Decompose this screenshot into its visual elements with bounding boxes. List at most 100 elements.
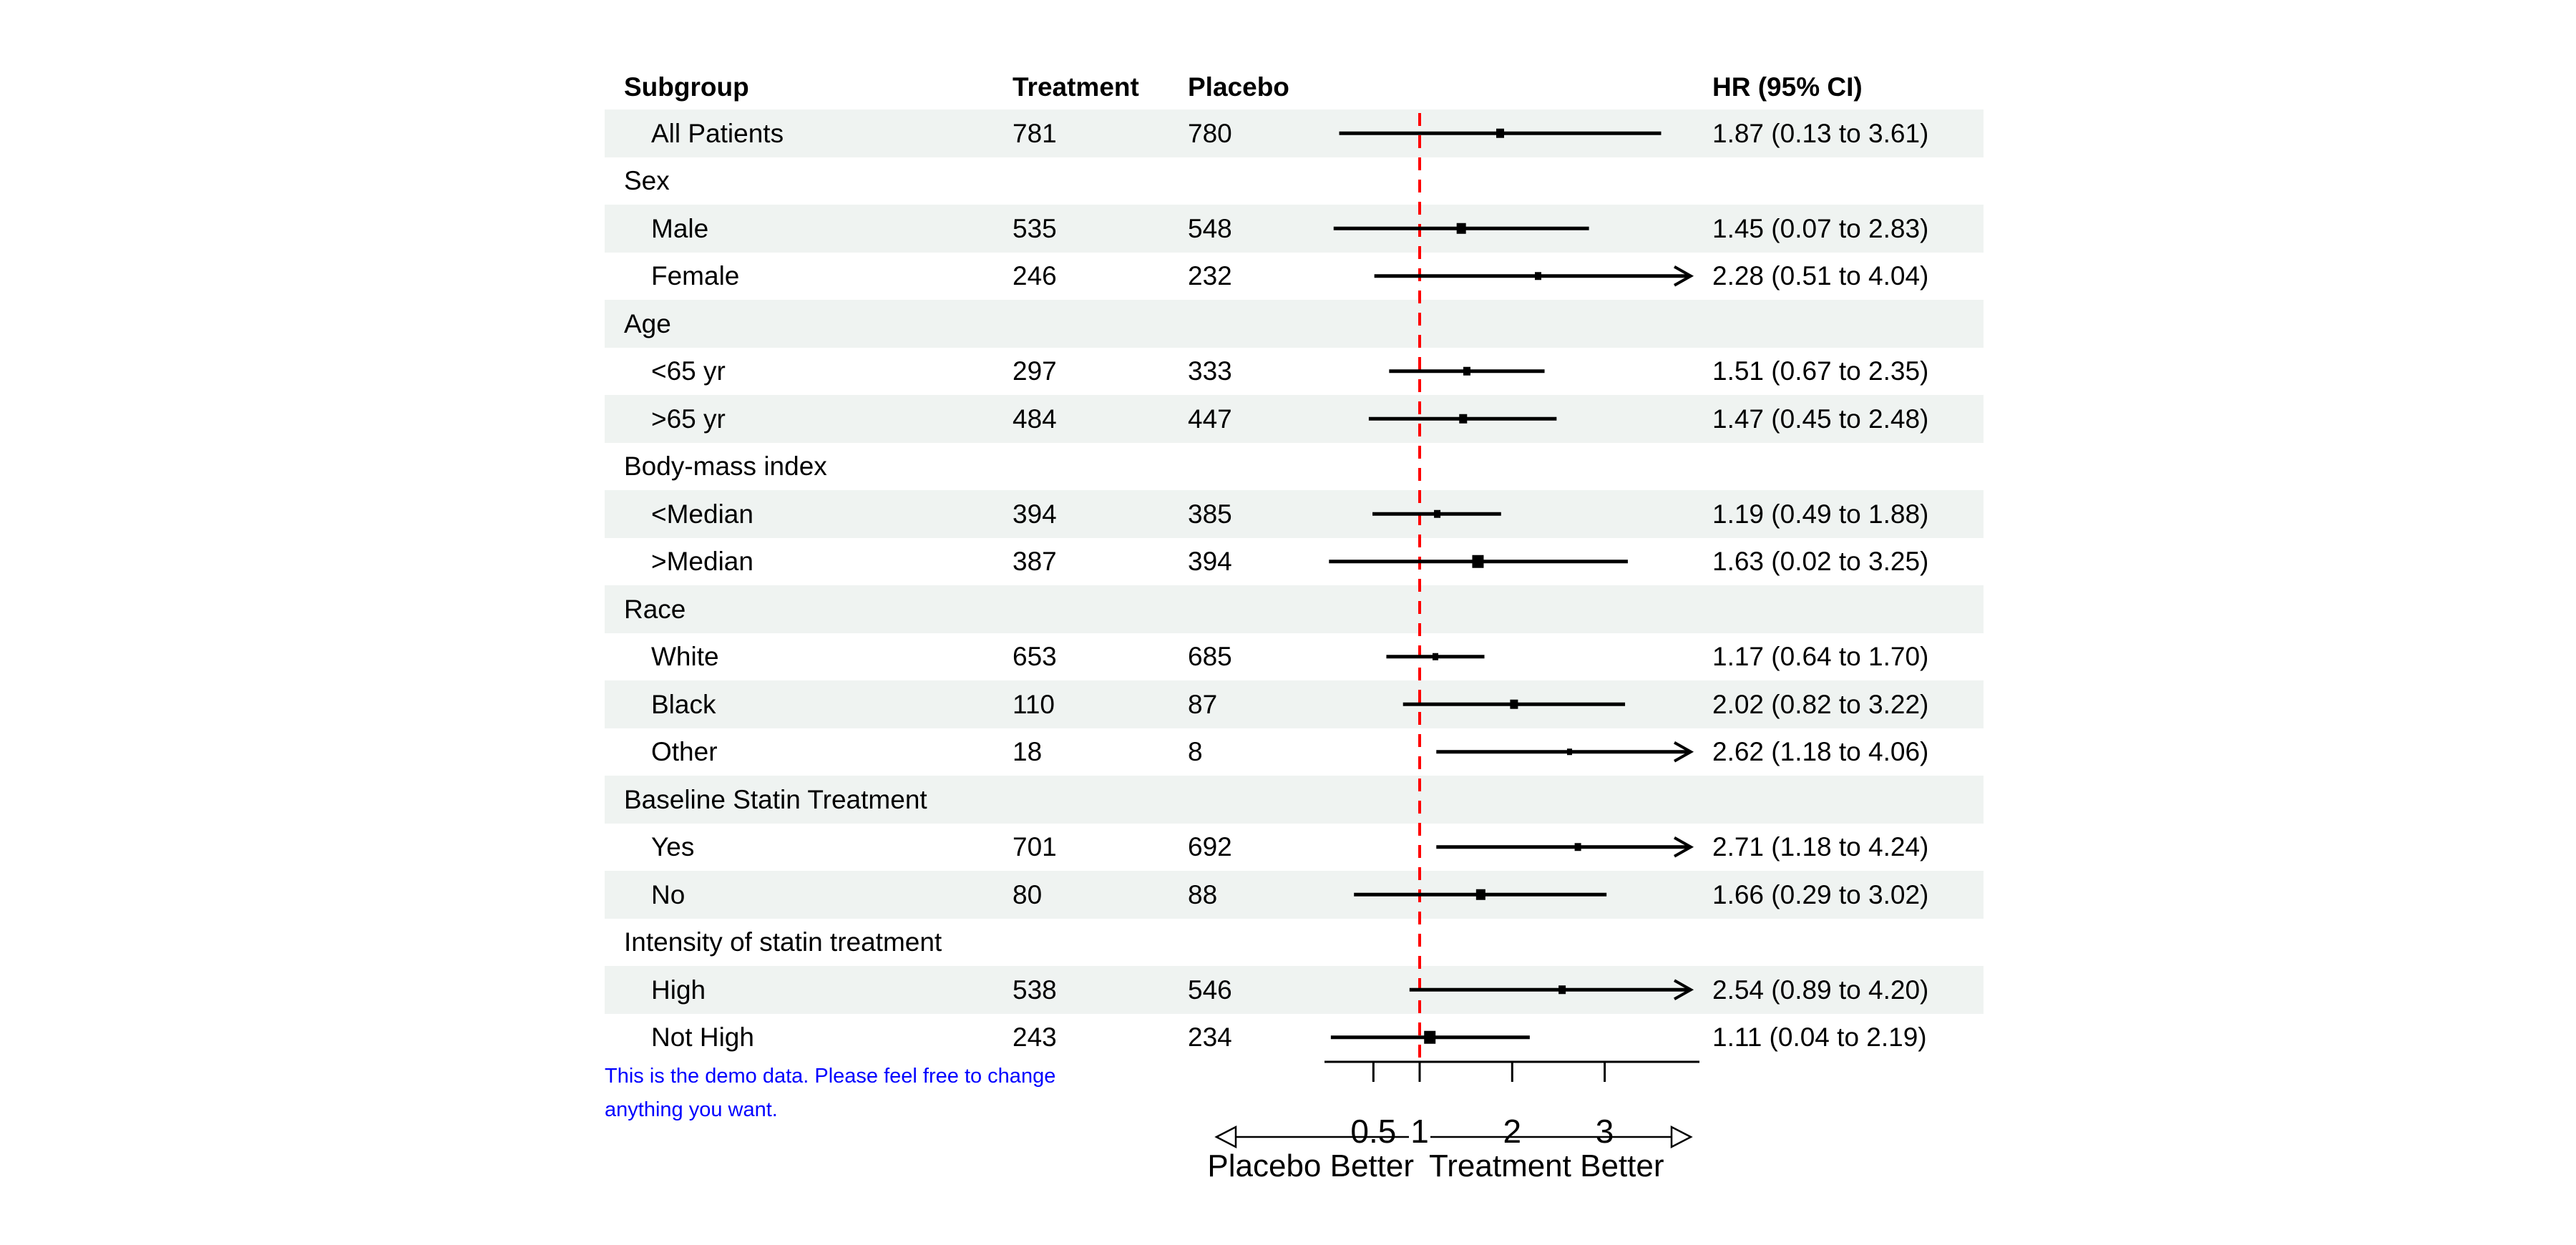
table-row: Body-mass index (605, 443, 1984, 491)
table-row: Race (605, 585, 1984, 633)
axis-tick-label: 1 (1410, 1113, 1429, 1150)
axis-tick-label: 2 (1503, 1113, 1522, 1150)
treatment-n: 538 (1013, 975, 1057, 1005)
table-row: Baseline Statin Treatment (605, 776, 1984, 824)
subgroup-label: >65 yr (651, 404, 726, 434)
hr-ci-text: 1.45 (0.07 to 2.83) (1712, 213, 1929, 243)
treatment-n: 80 (1013, 879, 1043, 909)
table-header-row: Subgroup Treatment Placebo HR (95% CI) (605, 64, 1984, 109)
placebo-n: 88 (1188, 879, 1218, 909)
treatment-n: 484 (1013, 404, 1057, 434)
demo-note: This is the demo data. Please feel free … (605, 1060, 1055, 1127)
subgroup-label: Baseline Statin Treatment (624, 784, 927, 814)
treatment-n: 297 (1013, 356, 1057, 386)
table-row: All Patients 781 780 1.87 (0.13 to 3.61) (605, 109, 1984, 157)
subgroup-label: Yes (651, 832, 695, 862)
col-header-subgroup: Subgroup (624, 72, 749, 102)
direction-arrow-right-head (1670, 1125, 1693, 1149)
table-body: All Patients 781 780 1.87 (0.13 to 3.61)… (605, 109, 1984, 1061)
treatment-n: 18 (1013, 737, 1043, 767)
col-header-hr-ci: HR (95% CI) (1712, 72, 1863, 102)
table-row: Age (605, 300, 1984, 348)
placebo-n: 333 (1188, 356, 1232, 386)
treatment-n: 701 (1013, 832, 1057, 862)
hr-ci-text: 1.51 (0.67 to 2.35) (1712, 356, 1929, 386)
axis-tick-label: 0.5 (1350, 1113, 1396, 1150)
hr-ci-text: 2.62 (1.18 to 4.06) (1712, 737, 1929, 767)
table-row: No 80 88 1.66 (0.29 to 3.02) (605, 871, 1984, 919)
direction-arrow-left-head (1214, 1125, 1237, 1149)
placebo-n: 234 (1188, 1022, 1232, 1053)
treatment-n: 781 (1013, 118, 1057, 148)
treatment-n: 243 (1013, 1022, 1057, 1053)
subgroup-table: Subgroup Treatment Placebo HR (95% CI) A… (605, 64, 1984, 1061)
table-row: Sex (605, 157, 1984, 205)
table-row: Intensity of statin treatment (605, 919, 1984, 967)
subgroup-label: Sex (624, 166, 670, 196)
subgroup-label: <Median (651, 499, 753, 529)
placebo-n: 232 (1188, 261, 1232, 291)
direction-label-right: Treatment Better (1429, 1148, 1664, 1183)
table-row: <65 yr 297 333 1.51 (0.67 to 2.35) (605, 348, 1984, 396)
table-row: Yes 701 692 2.71 (1.18 to 4.24) (605, 824, 1984, 872)
hr-ci-text: 1.47 (0.45 to 2.48) (1712, 404, 1929, 434)
table-row: White 653 685 1.17 (0.64 to 1.70) (605, 633, 1984, 681)
hr-ci-text: 1.63 (0.02 to 3.25) (1712, 547, 1929, 577)
demo-note-line2: anything you want. (605, 1098, 778, 1121)
subgroup-label: Male (651, 213, 709, 243)
subgroup-label: No (651, 879, 686, 909)
placebo-n: 447 (1188, 404, 1232, 434)
hr-ci-text: 1.87 (0.13 to 3.61) (1712, 118, 1929, 148)
subgroup-label: White (651, 642, 719, 672)
hr-ci-text: 1.17 (0.64 to 1.70) (1712, 642, 1929, 672)
placebo-n: 385 (1188, 499, 1232, 529)
placebo-n: 780 (1188, 118, 1232, 148)
hr-ci-text: 2.54 (0.89 to 4.20) (1712, 975, 1929, 1005)
treatment-n: 394 (1013, 499, 1057, 529)
subgroup-label: Black (651, 689, 716, 719)
hr-ci-text: 2.28 (0.51 to 4.04) (1712, 261, 1929, 291)
table-row: >65 yr 484 447 1.47 (0.45 to 2.48) (605, 395, 1984, 443)
hr-ci-text: 1.11 (0.04 to 2.19) (1712, 1022, 1927, 1053)
placebo-n: 546 (1188, 975, 1232, 1005)
subgroup-label: Intensity of statin treatment (624, 927, 942, 957)
subgroup-label: Not High (651, 1022, 754, 1053)
placebo-n: 394 (1188, 547, 1232, 577)
subgroup-label: <65 yr (651, 356, 726, 386)
subgroup-label: High (651, 975, 706, 1005)
demo-note-line1: This is the demo data. Please feel free … (605, 1065, 1056, 1088)
placebo-n: 685 (1188, 642, 1232, 672)
table-row: Other 18 8 2.62 (1.18 to 4.06) (605, 728, 1984, 776)
subgroup-label: Race (624, 594, 686, 624)
placebo-n: 87 (1188, 689, 1218, 719)
direction-label-left: Placebo Better (1207, 1148, 1414, 1183)
hr-ci-text: 2.71 (1.18 to 4.24) (1712, 832, 1929, 862)
table-row: Female 246 232 2.28 (0.51 to 4.04) (605, 253, 1984, 301)
placebo-n: 548 (1188, 213, 1232, 243)
table-row: >Median 387 394 1.63 (0.02 to 3.25) (605, 538, 1984, 586)
table-row: Not High 243 234 1.11 (0.04 to 2.19) (605, 1014, 1984, 1062)
table-row: Black 110 87 2.02 (0.82 to 3.22) (605, 680, 1984, 728)
table-row: Male 535 548 1.45 (0.07 to 2.83) (605, 205, 1984, 253)
subgroup-label: Body-mass index (624, 451, 827, 482)
subgroup-label: Age (624, 308, 671, 338)
treatment-n: 246 (1013, 261, 1057, 291)
treatment-n: 535 (1013, 213, 1057, 243)
subgroup-label: Female (651, 261, 740, 291)
hr-ci-text: 2.02 (0.82 to 3.22) (1712, 689, 1929, 719)
hr-ci-text: 1.66 (0.29 to 3.02) (1712, 879, 1929, 909)
placebo-n: 8 (1188, 737, 1203, 767)
subgroup-label: >Median (651, 547, 753, 577)
subgroup-label: All Patients (651, 118, 784, 148)
subgroup-label: Other (651, 737, 718, 767)
hr-ci-text: 1.19 (0.49 to 1.88) (1712, 499, 1929, 529)
treatment-n: 110 (1013, 689, 1055, 719)
treatment-n: 653 (1013, 642, 1057, 672)
placebo-n: 692 (1188, 832, 1232, 862)
table-row: <Median 394 385 1.19 (0.49 to 1.88) (605, 490, 1984, 538)
treatment-n: 387 (1013, 547, 1057, 577)
col-header-treatment: Treatment (1013, 72, 1139, 102)
table-row: High 538 546 2.54 (0.89 to 4.20) (605, 966, 1984, 1014)
col-header-placebo: Placebo (1188, 72, 1289, 102)
